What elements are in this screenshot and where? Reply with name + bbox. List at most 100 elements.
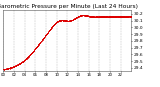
Point xyxy=(5,68,8,69)
Point xyxy=(98,16,100,17)
Point xyxy=(53,24,55,25)
Point xyxy=(24,59,26,60)
Point xyxy=(40,40,42,42)
Point xyxy=(4,69,6,70)
Point xyxy=(56,21,59,23)
Point xyxy=(119,16,121,17)
Point xyxy=(109,16,112,17)
Point xyxy=(107,16,109,17)
Point xyxy=(113,16,116,17)
Point xyxy=(123,16,126,17)
Point xyxy=(94,16,97,18)
Point xyxy=(125,16,128,17)
Point xyxy=(81,14,84,16)
Point xyxy=(3,68,5,70)
Point xyxy=(89,15,92,17)
Point xyxy=(88,16,91,17)
Point xyxy=(129,16,132,17)
Point xyxy=(128,16,131,17)
Point xyxy=(98,16,100,17)
Point xyxy=(58,20,60,22)
Point xyxy=(93,16,96,17)
Point xyxy=(120,16,123,18)
Point xyxy=(19,62,21,64)
Point xyxy=(96,16,98,18)
Point xyxy=(65,20,67,21)
Point xyxy=(125,15,127,17)
Point xyxy=(58,20,61,21)
Point xyxy=(61,19,64,21)
Point xyxy=(77,16,79,17)
Point xyxy=(39,41,42,42)
Point xyxy=(69,20,72,21)
Point xyxy=(117,16,120,17)
Point xyxy=(22,60,25,62)
Point xyxy=(59,20,61,21)
Point xyxy=(88,15,91,17)
Point xyxy=(37,44,40,46)
Point xyxy=(10,67,12,68)
Point xyxy=(13,66,16,67)
Point xyxy=(109,16,112,17)
Point xyxy=(64,20,67,21)
Point xyxy=(81,14,84,16)
Point xyxy=(33,49,36,50)
Point xyxy=(95,16,97,17)
Point xyxy=(77,15,80,16)
Point xyxy=(24,58,27,59)
Point xyxy=(11,66,14,68)
Point xyxy=(31,51,34,53)
Point xyxy=(73,18,76,19)
Point xyxy=(69,20,72,21)
Point xyxy=(58,20,61,21)
Point xyxy=(81,14,83,15)
Point xyxy=(42,38,44,39)
Point xyxy=(12,66,14,67)
Point xyxy=(112,15,115,17)
Point xyxy=(80,15,82,16)
Point xyxy=(71,19,74,21)
Point xyxy=(51,25,54,27)
Point xyxy=(124,16,127,17)
Point xyxy=(104,16,106,17)
Point xyxy=(101,16,103,17)
Point xyxy=(110,15,112,17)
Point xyxy=(66,20,68,21)
Point xyxy=(31,51,33,53)
Point xyxy=(73,18,76,19)
Point xyxy=(59,20,62,21)
Point xyxy=(19,63,21,64)
Point xyxy=(107,16,110,17)
Point xyxy=(84,14,86,16)
Point xyxy=(93,16,95,17)
Point xyxy=(67,20,70,21)
Point xyxy=(26,56,29,58)
Point xyxy=(95,16,97,17)
Point xyxy=(96,16,99,17)
Point xyxy=(24,59,26,60)
Point xyxy=(73,18,75,19)
Point xyxy=(6,68,9,69)
Point xyxy=(80,14,83,16)
Point xyxy=(123,16,126,17)
Point xyxy=(38,42,41,44)
Point xyxy=(63,19,65,21)
Point xyxy=(16,64,19,65)
Point xyxy=(22,61,24,63)
Point xyxy=(99,16,102,17)
Point xyxy=(96,16,99,17)
Point xyxy=(88,15,90,17)
Point xyxy=(30,52,33,54)
Point xyxy=(7,67,9,69)
Point xyxy=(96,16,98,18)
Point xyxy=(128,16,130,17)
Point xyxy=(4,69,7,70)
Point xyxy=(12,66,14,67)
Point xyxy=(57,20,60,22)
Point xyxy=(101,16,104,17)
Point xyxy=(48,29,51,30)
Point xyxy=(88,15,90,17)
Point xyxy=(84,15,87,16)
Point xyxy=(109,15,112,17)
Point xyxy=(92,16,95,17)
